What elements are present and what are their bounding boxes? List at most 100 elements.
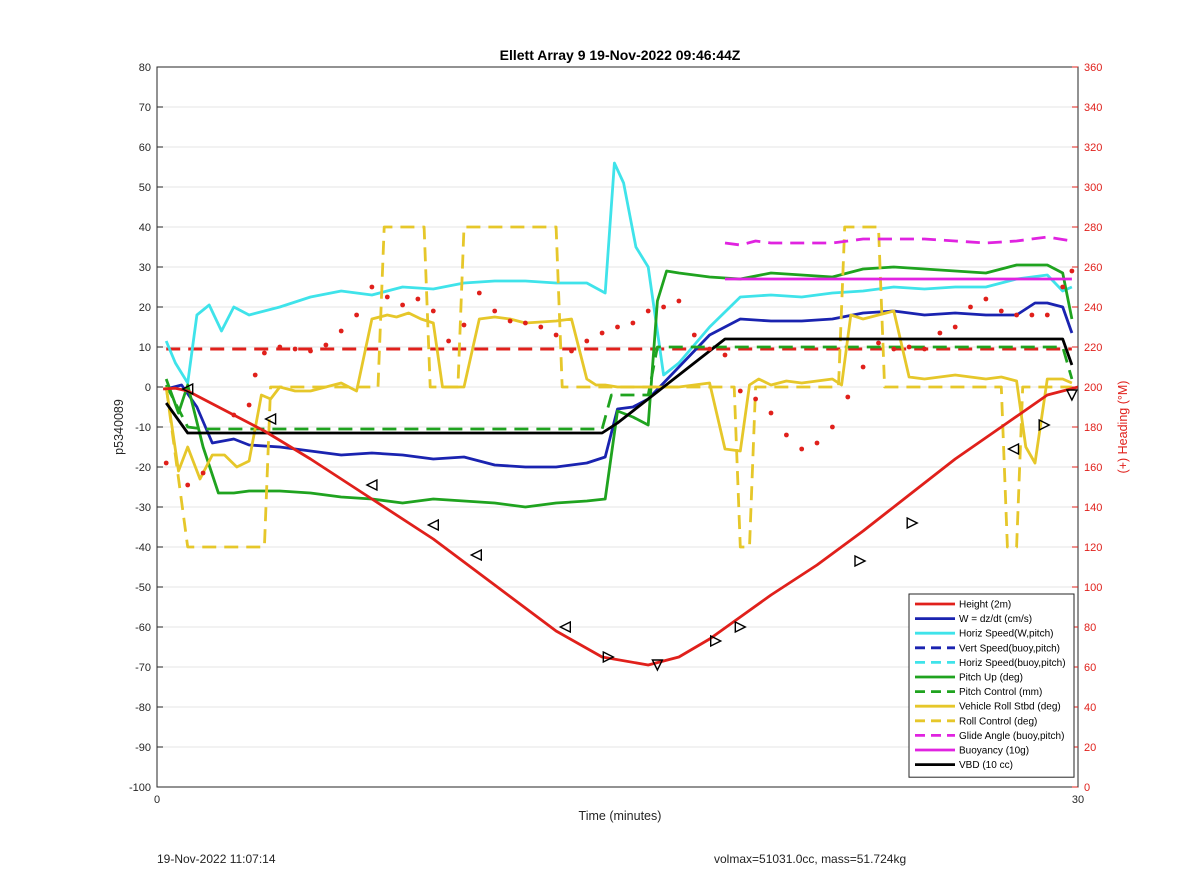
heading-point xyxy=(163,460,169,466)
heading-point xyxy=(553,332,559,338)
y-tick-label: 40 xyxy=(139,222,151,234)
y-tick-label: -50 xyxy=(135,582,151,594)
heading-point xyxy=(231,412,237,418)
right-tick-label: 260 xyxy=(1084,262,1102,274)
series-line-horiz-speed-w-pitch xyxy=(164,161,1073,385)
y-tick-label: 50 xyxy=(139,182,151,194)
chart-title: Ellett Array 9 19-Nov-2022 09:46:44Z xyxy=(500,47,741,63)
height-marker xyxy=(426,518,439,532)
heading-point xyxy=(1014,312,1019,318)
legend-label: Buoyancy (10g) xyxy=(959,746,1029,757)
heading-point xyxy=(461,322,467,328)
y-tick-label: 70 xyxy=(139,102,151,114)
heading-point xyxy=(369,284,375,290)
right-tick-label: 340 xyxy=(1084,102,1102,114)
height-marker xyxy=(264,412,277,426)
height-marker xyxy=(854,554,867,568)
height-marker xyxy=(906,516,919,530)
height-marker xyxy=(710,634,723,648)
right-tick-label: 360 xyxy=(1084,62,1102,74)
series-line-roll-control-deg xyxy=(164,225,1072,549)
height-marker xyxy=(1038,418,1051,432)
legend-label: Height (2m) xyxy=(959,600,1011,611)
heading-point xyxy=(446,338,451,344)
legend-label: Vehicle Roll Stbd (deg) xyxy=(959,702,1061,713)
heading-point xyxy=(308,348,313,354)
heading-point xyxy=(1044,312,1050,318)
heading-point xyxy=(1029,312,1035,318)
height-marker xyxy=(1006,442,1020,456)
heading-point xyxy=(691,332,697,338)
legend-label: W = dz/dt (cm/s) xyxy=(959,614,1032,625)
heading-point xyxy=(262,350,267,356)
y-tick-label: 20 xyxy=(139,302,151,314)
series-line-pitch-up-deg xyxy=(164,263,1074,509)
heading-point xyxy=(952,324,958,330)
heading-point xyxy=(845,394,851,400)
right-tick-label: 80 xyxy=(1084,622,1096,634)
heading-point xyxy=(784,432,789,438)
heading-point xyxy=(507,318,513,324)
right-tick-label: 0 xyxy=(1084,782,1090,794)
series-line-vbd-10-cc xyxy=(165,337,1074,435)
right-tick-label: 20 xyxy=(1084,742,1096,754)
legend-box xyxy=(908,593,1075,778)
right-tick-label: 160 xyxy=(1084,462,1102,474)
heading-point xyxy=(906,344,912,350)
heading-point xyxy=(185,482,191,488)
y-tick-label: -10 xyxy=(135,422,151,434)
heading-point xyxy=(998,308,1004,314)
height-marker xyxy=(469,548,482,562)
heading-point xyxy=(584,338,590,344)
heading-point xyxy=(384,294,390,300)
series-line-vehicle-roll-stbd-deg xyxy=(164,309,1073,481)
y-tick-label: 0 xyxy=(145,382,151,394)
heading-point xyxy=(246,402,252,408)
heading-point xyxy=(338,328,344,334)
heading-point xyxy=(200,470,206,476)
heading-point xyxy=(937,330,943,336)
heading-point xyxy=(292,346,298,352)
heading-point xyxy=(860,364,866,370)
y-tick-label: 80 xyxy=(139,62,151,74)
heading-point xyxy=(277,344,283,350)
heading-point xyxy=(492,308,498,314)
height-marker xyxy=(1065,389,1079,402)
heading-point xyxy=(630,320,636,326)
right-tick-label: 220 xyxy=(1084,342,1102,354)
legend-label: Glide Angle (buoy,pitch) xyxy=(959,731,1064,742)
right-tick-label: 40 xyxy=(1084,702,1096,714)
heading-point xyxy=(430,308,436,314)
heading-point xyxy=(523,320,528,326)
heading-point xyxy=(799,446,805,452)
height-marker xyxy=(558,620,571,634)
heading-point xyxy=(891,346,897,352)
y-tick-label: -60 xyxy=(135,622,151,634)
heading-point xyxy=(354,312,359,318)
x-tick-label: 0 xyxy=(154,794,160,806)
legend-label: Vert Speed(buoy,pitch) xyxy=(959,643,1060,654)
heading-point xyxy=(968,304,973,310)
height-marker xyxy=(602,650,615,664)
y-tick-label: -30 xyxy=(135,502,151,514)
heading-point xyxy=(737,388,743,394)
x-tick-label: 30 xyxy=(1072,794,1084,806)
series-layer xyxy=(163,161,1079,667)
y-tick-label: -80 xyxy=(135,702,151,714)
left-axis-ticks: -100-90-80-70-60-50-40-30-20-10010203040… xyxy=(129,62,163,794)
heading-point xyxy=(707,346,712,352)
right-tick-label: 100 xyxy=(1084,582,1102,594)
height-marker xyxy=(734,620,747,634)
right-tick-label: 300 xyxy=(1084,182,1102,194)
height-marker xyxy=(365,478,378,492)
y-tick-label: -90 xyxy=(135,742,151,754)
x-axis-label: Time (minutes) xyxy=(579,809,662,823)
heading-point xyxy=(983,296,989,302)
heading-point xyxy=(1060,284,1066,290)
height-markers xyxy=(181,382,1079,672)
y-tick-label: 10 xyxy=(139,342,151,354)
heading-point xyxy=(538,324,544,330)
heading-point xyxy=(645,308,651,314)
y-tick-label: -70 xyxy=(135,662,151,674)
